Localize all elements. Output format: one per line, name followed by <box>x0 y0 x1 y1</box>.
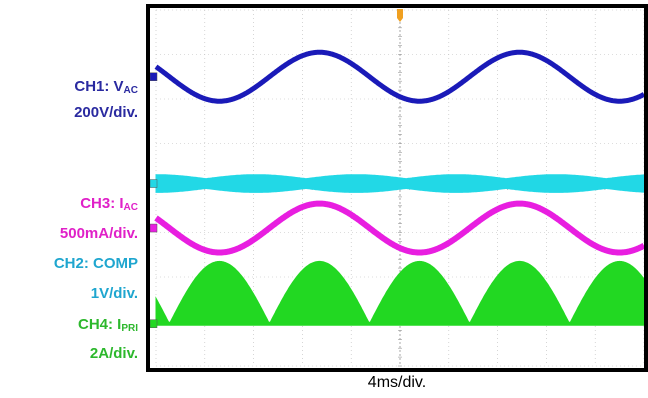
ch1-marker <box>149 72 158 81</box>
ch3-scale: 500mA/div. <box>59 225 138 242</box>
ch1-trace <box>154 49 646 104</box>
ch4-label: CH4: IPRI <box>78 316 138 338</box>
screen-frame <box>146 4 648 372</box>
ch1-subscript: AC <box>123 85 138 96</box>
ch3-name: CH3: I <box>80 195 124 212</box>
time-scale-label: 4ms/div. <box>367 374 427 391</box>
ch2-scale: 1V/div. <box>90 285 138 302</box>
traces <box>154 49 646 326</box>
oscilloscope-screen <box>146 4 648 372</box>
ch3-trace <box>154 200 646 256</box>
ch3-label: CH3: IAC <box>80 195 138 217</box>
ch4-subscript: PRI <box>121 323 138 334</box>
ch4-scale: 2A/div. <box>89 345 138 362</box>
ch3-marker <box>149 223 158 233</box>
ch1-label: CH1: VAC <box>74 78 138 100</box>
ch1-name: CH1: V <box>74 78 124 95</box>
ch2-marker <box>149 179 158 188</box>
ch4-trace <box>155 260 645 325</box>
ch4-name: CH4: I <box>77 316 122 333</box>
trigger-marker <box>397 9 403 22</box>
ch1-scale: 200V/div. <box>74 104 138 121</box>
ch2-label: CH2: COMP <box>53 255 138 272</box>
ch4-marker <box>149 319 158 328</box>
ch3-subscript: AC <box>123 202 138 213</box>
